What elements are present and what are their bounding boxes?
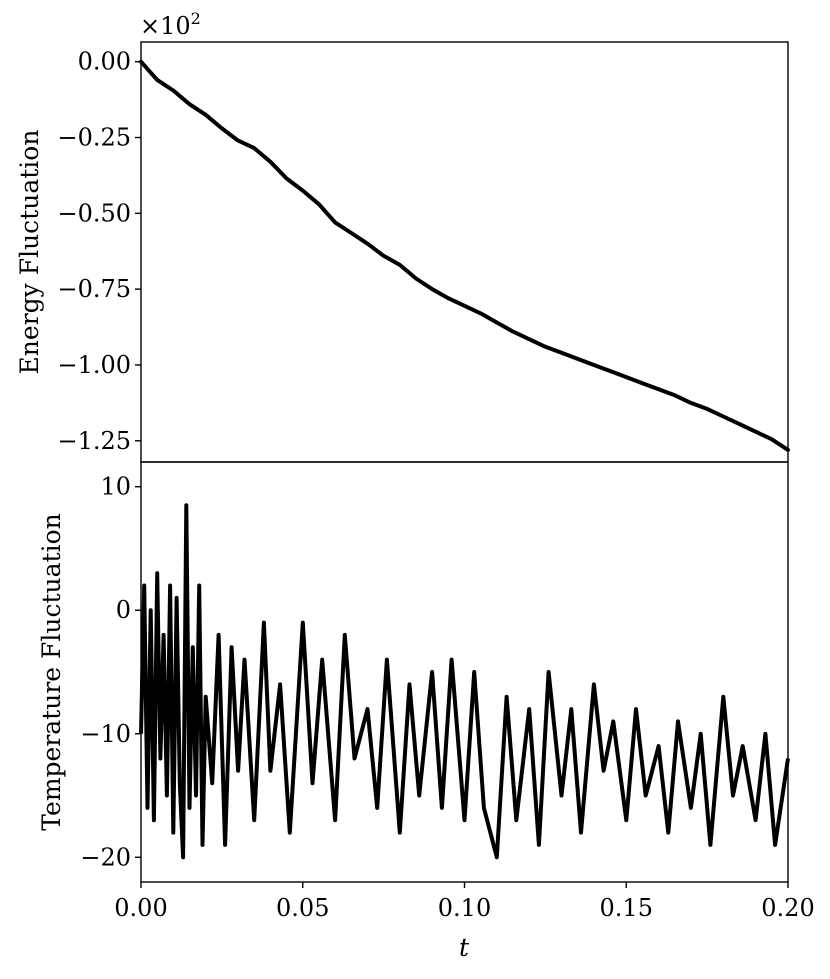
time-x-tick-label: 0.10 bbox=[438, 894, 491, 922]
energy-panel: 0.00 −0.25 −0.50 −0.75 −1.00 −1.25 ×102 Energ… bbox=[15, 9, 790, 463]
energy-y-ticks: 0.00 −0.25 −0.50 −0.75 −1.00 −1.25 bbox=[57, 48, 141, 455]
temperature-y-tick-label: 0 bbox=[116, 596, 131, 624]
time-x-tick-label: 0.20 bbox=[761, 894, 814, 922]
energy-y-tick-label: −0.25 bbox=[57, 124, 131, 152]
temperature-y-ticks: 10 0 −10 −20 bbox=[80, 473, 141, 871]
temperature-y-tick-label: −10 bbox=[80, 720, 131, 748]
time-x-tick-label: 0.15 bbox=[600, 894, 653, 922]
energy-plot-frame bbox=[140, 41, 789, 463]
time-x-tick-label: 0.00 bbox=[114, 894, 167, 922]
energy-y-tick-label: −1.00 bbox=[57, 351, 131, 379]
energy-y-axis-label: Energy Fluctuation bbox=[15, 130, 44, 375]
temperature-panel: 10 0 −10 −20 0.00 0.05 0.10 0.15 0.20 Temperatu… bbox=[37, 461, 815, 962]
time-x-tick-label: 0.05 bbox=[276, 894, 329, 922]
energy-offset-exponent: 2 bbox=[191, 9, 201, 28]
temperature-series-line bbox=[139, 503, 790, 860]
energy-y-tick-label: −0.50 bbox=[57, 199, 131, 227]
energy-offset-prefix: ×10 bbox=[140, 12, 191, 40]
energy-series-line bbox=[139, 59, 790, 452]
temperature-y-tick-label: −20 bbox=[80, 843, 131, 871]
energy-y-tick-label: 0.00 bbox=[78, 48, 131, 76]
energy-y-tick-label: −1.25 bbox=[57, 427, 131, 455]
temperature-y-tick-label: 10 bbox=[100, 473, 131, 501]
energy-offset-label: ×102 bbox=[140, 9, 201, 40]
temperature-y-axis-label: Temperature Fluctuation bbox=[37, 513, 66, 830]
time-x-ticks: 0.00 0.05 0.10 0.15 0.20 bbox=[114, 882, 815, 922]
energy-y-tick-label: −0.75 bbox=[57, 275, 131, 303]
time-x-axis-label: t bbox=[459, 933, 470, 962]
